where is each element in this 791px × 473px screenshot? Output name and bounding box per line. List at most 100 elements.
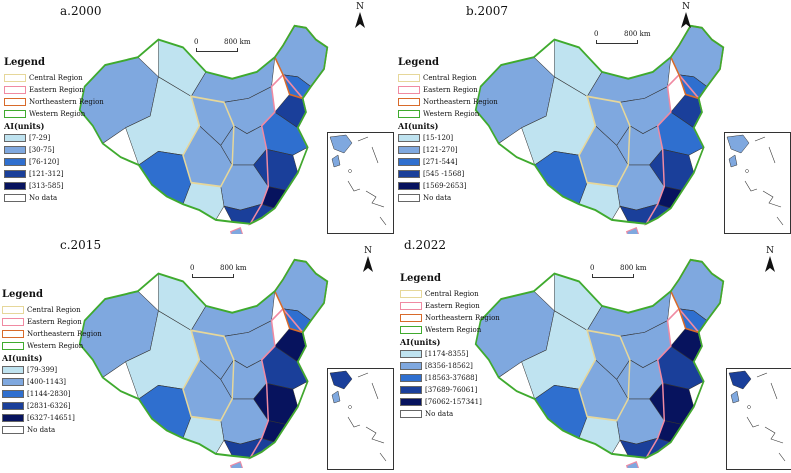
legend-swatch: [400, 314, 422, 322]
panel-title: b.2007: [466, 4, 509, 18]
legend-region-row: Eastern Region: [398, 84, 498, 96]
legend-swatch: [400, 326, 422, 334]
scale-zero: 0: [594, 30, 599, 38]
legend-nodata-row: No data: [400, 408, 500, 420]
legend-swatch: [2, 414, 24, 422]
legend-ai-title: AI(units): [4, 121, 45, 131]
legend-region-row: Northeastern Region: [398, 96, 498, 108]
island-shape: [229, 226, 244, 234]
legend-label: [7-29]: [29, 133, 51, 142]
legend-swatch: [398, 158, 420, 166]
legend-label: [8356-18562]: [425, 361, 473, 370]
legend-class-row: [15-120]: [398, 132, 498, 144]
china-map: [474, 24, 725, 234]
legend-title: Legend: [4, 57, 46, 68]
scale-bar-line: [592, 274, 634, 278]
legend-title: Legend: [400, 273, 442, 284]
legend-label: No data: [29, 193, 58, 202]
legend-region-row: Eastern Region: [4, 84, 104, 96]
legend-label: Central Region: [425, 289, 479, 298]
map-legend: Legend Central Region Eastern Region Northe…: [4, 58, 104, 204]
legend-label: [313-585]: [29, 181, 64, 190]
province-shape: [182, 416, 225, 455]
legend-label: Eastern Region: [27, 317, 82, 326]
legend-swatch: [4, 110, 26, 118]
north-label: N: [682, 2, 690, 12]
inset-map: [329, 370, 387, 462]
legend-swatch: [4, 194, 26, 202]
legend-swatch: [4, 158, 26, 166]
legend-region-row: Northeastern Region: [400, 312, 500, 324]
north-arrow-icon: [681, 12, 691, 28]
scale-label: 800 km: [620, 264, 647, 272]
north-label: N: [766, 246, 774, 256]
south-china-sea-inset: [724, 132, 791, 234]
legend-label: Eastern Region: [425, 301, 480, 310]
legend-label: Northeastern Region: [27, 329, 102, 338]
inset-map: [726, 134, 784, 226]
north-arrow: N: [352, 2, 368, 33]
legend-label: [76062-157341]: [425, 397, 482, 406]
north-arrow: N: [762, 246, 778, 277]
legend-swatch: [4, 134, 26, 142]
province-shape: [274, 259, 328, 321]
south-china-sea-inset: [327, 132, 394, 234]
scale-zero: 0: [194, 38, 199, 46]
legend-label: Central Region: [423, 73, 477, 82]
legend-label: [30-75]: [29, 145, 55, 154]
north-arrow-icon: [363, 256, 373, 272]
map-panel-2022: d.2022 0 800 km N Legend Central Region Ea…: [396, 234, 791, 470]
legend-region-row: Western Region: [400, 324, 500, 336]
region-boundary: [182, 329, 235, 422]
scale-bar-line: [192, 274, 234, 278]
legend-region-row: Northeastern Region: [4, 96, 104, 108]
legend-label: [79-399]: [27, 365, 58, 374]
panel-title: d.2022: [404, 238, 447, 252]
legend-class-row: [76062-157341]: [400, 396, 500, 408]
legend-title: Legend: [2, 289, 44, 300]
legend-swatch: [2, 342, 24, 350]
legend-region-row: Western Region: [398, 108, 498, 120]
legend-swatch: [4, 98, 26, 106]
scale-zero: 0: [190, 264, 195, 272]
legend-swatch: [398, 110, 420, 118]
scale-bar-line: [196, 48, 238, 52]
panel-title: a.2000: [60, 4, 102, 18]
legend-label: [1144-2830]: [27, 389, 71, 398]
legend-label: [18563-37688]: [425, 373, 478, 382]
legend-class-row: [1144-2830]: [2, 388, 102, 400]
legend-class-row: [1569-2653]: [398, 180, 498, 192]
map-shape: [78, 258, 329, 468]
legend-label: [545 -1568]: [423, 169, 465, 178]
legend-region-row: Northeastern Region: [2, 328, 102, 340]
legend-label: Eastern Region: [29, 85, 84, 94]
legend-label: [37689-76061]: [425, 385, 478, 394]
legend-label: [121-312]: [29, 169, 64, 178]
legend-class-row: [30-75]: [4, 144, 104, 156]
legend-class-row: [121-270]: [398, 144, 498, 156]
legend-region-row: Central Region: [4, 72, 104, 84]
legend-class-row: [79-399]: [2, 364, 102, 376]
legend-label: [400-1143]: [27, 377, 67, 386]
scale-label: 800 km: [624, 30, 651, 38]
legend-swatch: [2, 426, 24, 434]
legend-class-row: [8356-18562]: [400, 360, 500, 372]
legend-label: No data: [27, 425, 56, 434]
legend-swatch: [398, 74, 420, 82]
north-arrow-icon: [355, 12, 365, 28]
legend-swatch: [400, 398, 422, 406]
legend-label: Western Region: [27, 341, 84, 350]
legend-swatch: [4, 74, 26, 82]
legend-class-row: [6327-14651]: [2, 412, 102, 424]
legend-swatch: [2, 330, 24, 338]
panel-title: c.2015: [60, 238, 102, 252]
legend-label: [6327-14651]: [27, 413, 75, 422]
map-shape: [474, 258, 725, 468]
province-shape: [670, 259, 724, 321]
north-arrow: N: [360, 246, 376, 277]
western-outline: [78, 258, 329, 459]
legend-swatch: [2, 378, 24, 386]
legend-swatch: [400, 350, 422, 358]
map-legend: Legend Central Region Eastern Region Northe…: [400, 274, 500, 420]
western-outline: [474, 258, 725, 459]
